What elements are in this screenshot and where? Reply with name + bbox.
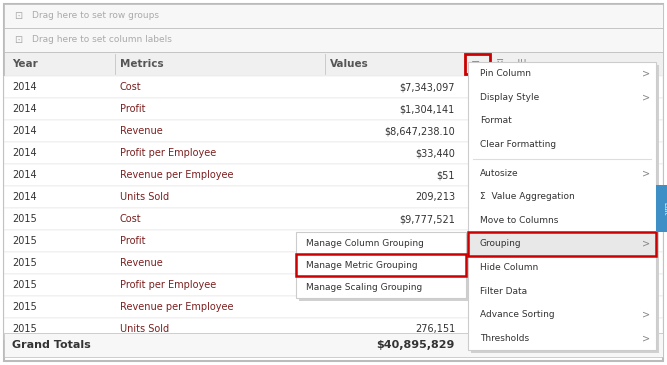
Text: |||: ||| bbox=[516, 59, 528, 69]
Text: Cost: Cost bbox=[120, 82, 141, 92]
Text: 2014: 2014 bbox=[12, 192, 37, 202]
Bar bbox=[4, 52, 663, 76]
Bar bbox=[4, 4, 663, 28]
Bar bbox=[4, 318, 663, 340]
Text: Drag here to set column labels: Drag here to set column labels bbox=[32, 35, 172, 45]
Text: $9,777,521: $9,777,521 bbox=[399, 214, 455, 224]
Bar bbox=[4, 230, 663, 252]
Text: 2014: 2014 bbox=[12, 104, 37, 114]
Text: >: > bbox=[642, 333, 650, 343]
Bar bbox=[656, 185, 667, 232]
Text: 2014: 2014 bbox=[12, 148, 37, 158]
Text: Profit per Employee: Profit per Employee bbox=[120, 280, 216, 290]
Text: Grouping: Grouping bbox=[480, 239, 522, 248]
Text: Revenue: Revenue bbox=[120, 126, 163, 136]
Text: $8,647,238.10: $8,647,238.10 bbox=[384, 126, 455, 136]
Text: Revenue per Employee: Revenue per Employee bbox=[120, 170, 233, 180]
Bar bbox=[4, 252, 663, 274]
Text: Units Sold: Units Sold bbox=[120, 192, 169, 202]
Bar bbox=[4, 274, 663, 296]
Text: Filter Data: Filter Data bbox=[480, 287, 527, 296]
Bar bbox=[4, 76, 663, 98]
Text: Values: Values bbox=[330, 59, 369, 69]
Text: Autosize: Autosize bbox=[480, 169, 519, 178]
Text: Manage Metric Grouping: Manage Metric Grouping bbox=[306, 261, 418, 270]
Text: Clear Formatting: Clear Formatting bbox=[480, 140, 556, 149]
Text: 2015: 2015 bbox=[12, 258, 37, 268]
Text: Grand Totals: Grand Totals bbox=[12, 340, 91, 350]
Bar bbox=[4, 296, 663, 318]
Text: Advance Sorting: Advance Sorting bbox=[480, 310, 555, 319]
Text: Year: Year bbox=[12, 59, 38, 69]
Text: $33,440: $33,440 bbox=[415, 148, 455, 158]
Text: ⊡: ⊡ bbox=[14, 35, 22, 45]
Text: 2014: 2014 bbox=[12, 82, 37, 92]
Text: >: > bbox=[642, 92, 650, 102]
Text: $1,740,085: $1,740,085 bbox=[400, 236, 455, 246]
Bar bbox=[468, 232, 656, 256]
Bar bbox=[465, 54, 490, 74]
Text: Manage Column Grouping: Manage Column Grouping bbox=[306, 239, 424, 247]
Text: 2015: 2015 bbox=[12, 302, 37, 312]
Bar bbox=[4, 120, 663, 142]
Text: 2015: 2015 bbox=[12, 324, 37, 334]
Bar bbox=[4, 164, 663, 186]
Text: Pin Column: Pin Column bbox=[480, 69, 531, 78]
Text: $7,343,097: $7,343,097 bbox=[400, 82, 455, 92]
Text: 209,213: 209,213 bbox=[415, 192, 455, 202]
Text: Display Style: Display Style bbox=[480, 93, 539, 102]
Text: Hide Column: Hide Column bbox=[480, 263, 538, 272]
Bar bbox=[299, 235, 469, 301]
Bar bbox=[296, 254, 466, 276]
Bar bbox=[4, 98, 663, 120]
Text: Drag here to set row groups: Drag here to set row groups bbox=[32, 12, 159, 20]
Text: Profit: Profit bbox=[120, 236, 145, 246]
Text: Metrics: Metrics bbox=[120, 59, 163, 69]
Text: Manage Scaling Grouping: Manage Scaling Grouping bbox=[306, 283, 422, 292]
Bar bbox=[4, 28, 663, 52]
Text: $40,895,829: $40,895,829 bbox=[377, 340, 455, 350]
Text: ⊡: ⊡ bbox=[14, 11, 22, 21]
Text: 2015: 2015 bbox=[12, 280, 37, 290]
Text: Format: Format bbox=[480, 116, 512, 126]
Bar bbox=[471, 65, 659, 353]
Text: >: > bbox=[642, 239, 650, 249]
Text: Units Sold: Units Sold bbox=[120, 324, 169, 334]
Text: 2015: 2015 bbox=[12, 236, 37, 246]
Text: >: > bbox=[642, 310, 650, 320]
Text: $51: $51 bbox=[436, 170, 455, 180]
Text: Edit: Edit bbox=[662, 202, 667, 215]
Text: 2014: 2014 bbox=[12, 170, 37, 180]
Bar bbox=[468, 62, 656, 350]
Text: ⊽: ⊽ bbox=[496, 59, 504, 69]
Text: Σ  Value Aggregation: Σ Value Aggregation bbox=[480, 192, 575, 201]
Text: 2015: 2015 bbox=[12, 214, 37, 224]
Bar bbox=[468, 232, 656, 256]
Text: >: > bbox=[642, 69, 650, 79]
Text: Thresholds: Thresholds bbox=[480, 334, 529, 343]
Text: Move to Columns: Move to Columns bbox=[480, 216, 558, 225]
Bar bbox=[4, 142, 663, 164]
Text: Profit per Employee: Profit per Employee bbox=[120, 148, 216, 158]
Text: Revenue: Revenue bbox=[120, 258, 163, 268]
Text: ≡: ≡ bbox=[472, 59, 481, 69]
Bar bbox=[4, 186, 663, 208]
Text: 276,151: 276,151 bbox=[415, 324, 455, 334]
Text: Cost: Cost bbox=[120, 214, 141, 224]
Text: Profit: Profit bbox=[120, 104, 145, 114]
Bar bbox=[296, 232, 466, 298]
Bar bbox=[4, 333, 663, 357]
Text: >: > bbox=[642, 168, 650, 178]
Text: Revenue per Employee: Revenue per Employee bbox=[120, 302, 233, 312]
Bar bbox=[4, 208, 663, 230]
Text: 2014: 2014 bbox=[12, 126, 37, 136]
Text: $1,304,141: $1,304,141 bbox=[400, 104, 455, 114]
